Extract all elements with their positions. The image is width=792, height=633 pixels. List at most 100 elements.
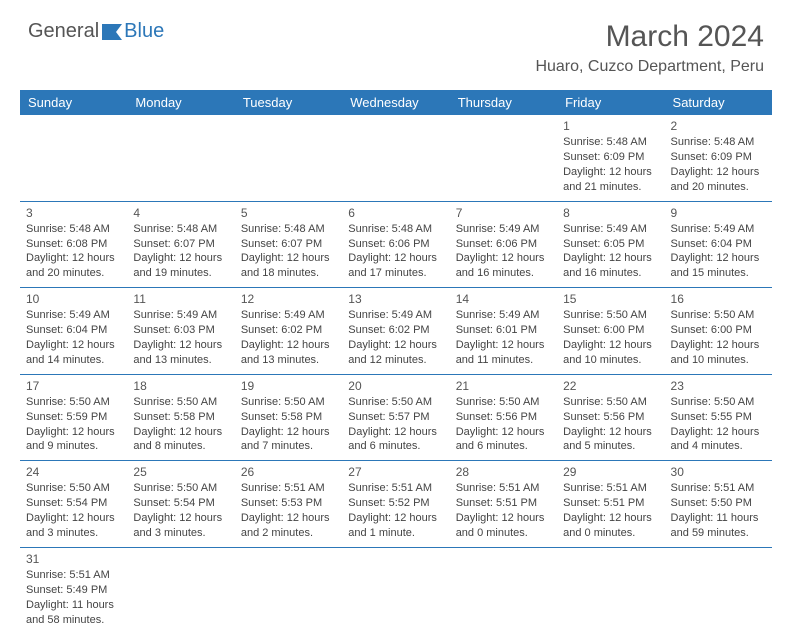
- sunset-text: Sunset: 5:52 PM: [348, 496, 443, 511]
- daylight-text: Daylight: 12 hours: [348, 511, 443, 526]
- day-number: 22: [563, 378, 658, 394]
- sunrise-text: Sunrise: 5:48 AM: [671, 135, 766, 150]
- sunset-text: Sunset: 5:56 PM: [456, 410, 551, 425]
- calendar-empty-cell: [235, 547, 342, 633]
- daylight-text: and 20 minutes.: [671, 180, 766, 195]
- daylight-text: and 16 minutes.: [563, 266, 658, 281]
- calendar-table: Sunday Monday Tuesday Wednesday Thursday…: [20, 90, 772, 633]
- sunset-text: Sunset: 5:53 PM: [241, 496, 336, 511]
- day-number: 13: [348, 291, 443, 307]
- daylight-text: and 13 minutes.: [133, 353, 228, 368]
- sunrise-text: Sunrise: 5:51 AM: [671, 481, 766, 496]
- daylight-text: and 13 minutes.: [241, 353, 336, 368]
- calendar-empty-cell: [342, 115, 449, 201]
- calendar-day-cell: 13Sunrise: 5:49 AMSunset: 6:02 PMDayligh…: [342, 288, 449, 375]
- weekday-header: Saturday: [665, 90, 772, 115]
- sunrise-text: Sunrise: 5:49 AM: [456, 222, 551, 237]
- calendar-day-cell: 28Sunrise: 5:51 AMSunset: 5:51 PMDayligh…: [450, 461, 557, 548]
- sunrise-text: Sunrise: 5:48 AM: [563, 135, 658, 150]
- calendar-day-cell: 23Sunrise: 5:50 AMSunset: 5:55 PMDayligh…: [665, 374, 772, 461]
- sunrise-text: Sunrise: 5:49 AM: [133, 308, 228, 323]
- sunrise-text: Sunrise: 5:50 AM: [456, 395, 551, 410]
- sunset-text: Sunset: 5:54 PM: [133, 496, 228, 511]
- calendar-day-cell: 14Sunrise: 5:49 AMSunset: 6:01 PMDayligh…: [450, 288, 557, 375]
- sunset-text: Sunset: 6:08 PM: [26, 237, 121, 252]
- sunrise-text: Sunrise: 5:51 AM: [348, 481, 443, 496]
- location-label: Huaro, Cuzco Department, Peru: [535, 58, 764, 76]
- sunrise-text: Sunrise: 5:49 AM: [26, 308, 121, 323]
- flag-icon: [102, 24, 122, 40]
- weekday-header: Thursday: [450, 90, 557, 115]
- daylight-text: and 21 minutes.: [563, 180, 658, 195]
- logo: General Blue: [28, 20, 164, 43]
- calendar-day-cell: 11Sunrise: 5:49 AMSunset: 6:03 PMDayligh…: [127, 288, 234, 375]
- daylight-text: Daylight: 12 hours: [348, 425, 443, 440]
- calendar-week-row: 3Sunrise: 5:48 AMSunset: 6:08 PMDaylight…: [20, 201, 772, 288]
- daylight-text: Daylight: 11 hours: [671, 511, 766, 526]
- day-number: 4: [133, 205, 228, 221]
- calendar-day-cell: 15Sunrise: 5:50 AMSunset: 6:00 PMDayligh…: [557, 288, 664, 375]
- calendar-day-cell: 5Sunrise: 5:48 AMSunset: 6:07 PMDaylight…: [235, 201, 342, 288]
- header: General Blue March 2024 Huaro, Cuzco Dep…: [0, 0, 792, 84]
- day-number: 18: [133, 378, 228, 394]
- day-number: 23: [671, 378, 766, 394]
- calendar-empty-cell: [342, 547, 449, 633]
- calendar-day-cell: 4Sunrise: 5:48 AMSunset: 6:07 PMDaylight…: [127, 201, 234, 288]
- day-number: 29: [563, 464, 658, 480]
- day-number: 7: [456, 205, 551, 221]
- sunset-text: Sunset: 5:56 PM: [563, 410, 658, 425]
- daylight-text: and 10 minutes.: [563, 353, 658, 368]
- day-number: 10: [26, 291, 121, 307]
- daylight-text: Daylight: 12 hours: [671, 425, 766, 440]
- sunset-text: Sunset: 6:09 PM: [671, 150, 766, 165]
- daylight-text: and 19 minutes.: [133, 266, 228, 281]
- daylight-text: Daylight: 12 hours: [26, 251, 121, 266]
- calendar-week-row: 24Sunrise: 5:50 AMSunset: 5:54 PMDayligh…: [20, 461, 772, 548]
- calendar-empty-cell: [557, 547, 664, 633]
- calendar-day-cell: 26Sunrise: 5:51 AMSunset: 5:53 PMDayligh…: [235, 461, 342, 548]
- day-number: 19: [241, 378, 336, 394]
- daylight-text: Daylight: 12 hours: [456, 251, 551, 266]
- daylight-text: Daylight: 12 hours: [456, 338, 551, 353]
- sunrise-text: Sunrise: 5:50 AM: [26, 481, 121, 496]
- sunset-text: Sunset: 6:06 PM: [348, 237, 443, 252]
- sunset-text: Sunset: 5:50 PM: [671, 496, 766, 511]
- daylight-text: and 3 minutes.: [133, 526, 228, 541]
- sunrise-text: Sunrise: 5:50 AM: [26, 395, 121, 410]
- daylight-text: Daylight: 12 hours: [563, 338, 658, 353]
- day-number: 25: [133, 464, 228, 480]
- sunrise-text: Sunrise: 5:48 AM: [241, 222, 336, 237]
- sunset-text: Sunset: 5:51 PM: [563, 496, 658, 511]
- daylight-text: and 10 minutes.: [671, 353, 766, 368]
- calendar-day-cell: 1Sunrise: 5:48 AMSunset: 6:09 PMDaylight…: [557, 115, 664, 201]
- title-block: March 2024 Huaro, Cuzco Department, Peru: [535, 20, 764, 76]
- daylight-text: Daylight: 12 hours: [241, 425, 336, 440]
- daylight-text: Daylight: 12 hours: [671, 251, 766, 266]
- calendar-day-cell: 2Sunrise: 5:48 AMSunset: 6:09 PMDaylight…: [665, 115, 772, 201]
- calendar-day-cell: 27Sunrise: 5:51 AMSunset: 5:52 PMDayligh…: [342, 461, 449, 548]
- day-number: 9: [671, 205, 766, 221]
- day-number: 20: [348, 378, 443, 394]
- calendar-empty-cell: [450, 547, 557, 633]
- sunset-text: Sunset: 5:57 PM: [348, 410, 443, 425]
- daylight-text: Daylight: 12 hours: [241, 511, 336, 526]
- sunset-text: Sunset: 6:02 PM: [348, 323, 443, 338]
- calendar-day-cell: 8Sunrise: 5:49 AMSunset: 6:05 PMDaylight…: [557, 201, 664, 288]
- daylight-text: and 1 minute.: [348, 526, 443, 541]
- calendar-day-cell: 30Sunrise: 5:51 AMSunset: 5:50 PMDayligh…: [665, 461, 772, 548]
- daylight-text: and 6 minutes.: [456, 439, 551, 454]
- sunset-text: Sunset: 6:01 PM: [456, 323, 551, 338]
- daylight-text: Daylight: 12 hours: [241, 338, 336, 353]
- day-number: 17: [26, 378, 121, 394]
- day-number: 31: [26, 551, 121, 567]
- calendar-empty-cell: [127, 115, 234, 201]
- day-number: 8: [563, 205, 658, 221]
- calendar-empty-cell: [665, 547, 772, 633]
- day-number: 14: [456, 291, 551, 307]
- calendar-day-cell: 9Sunrise: 5:49 AMSunset: 6:04 PMDaylight…: [665, 201, 772, 288]
- day-number: 26: [241, 464, 336, 480]
- sunrise-text: Sunrise: 5:51 AM: [456, 481, 551, 496]
- day-number: 6: [348, 205, 443, 221]
- sunrise-text: Sunrise: 5:49 AM: [563, 222, 658, 237]
- calendar-week-row: 10Sunrise: 5:49 AMSunset: 6:04 PMDayligh…: [20, 288, 772, 375]
